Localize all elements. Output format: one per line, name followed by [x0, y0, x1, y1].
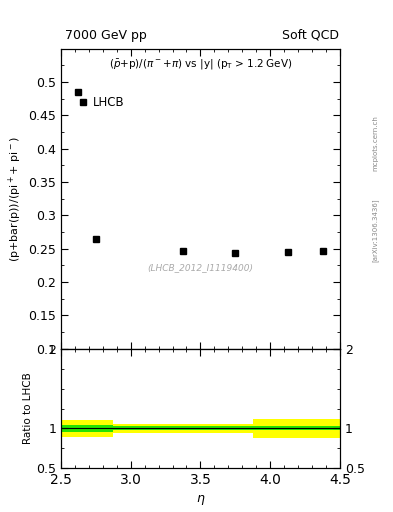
LHCB	[233, 249, 238, 255]
Text: mcplots.cern.ch: mcplots.cern.ch	[372, 115, 378, 172]
Y-axis label: (p+bar(p))/(pi$^+$+ pi$^-$): (p+bar(p))/(pi$^+$+ pi$^-$)	[7, 136, 24, 262]
X-axis label: $\eta$: $\eta$	[196, 493, 205, 507]
Text: ($\bar{p}$+p)/($\pi^-$+$\pi$) vs |y| (p$_\mathrm{T}$ > 1.2 GeV): ($\bar{p}$+p)/($\pi^-$+$\pi$) vs |y| (p$…	[108, 58, 292, 72]
Y-axis label: Ratio to LHCB: Ratio to LHCB	[23, 373, 33, 444]
LHCB	[76, 89, 81, 95]
Text: (LHCB_2012_I1119400): (LHCB_2012_I1119400)	[147, 263, 253, 272]
Text: [arXiv:1306.3436]: [arXiv:1306.3436]	[372, 199, 379, 262]
Line: LHCB: LHCB	[75, 89, 325, 255]
LHCB	[181, 247, 185, 253]
LHCB	[94, 236, 98, 242]
LHCB	[320, 247, 325, 253]
Text: 7000 GeV pp: 7000 GeV pp	[65, 29, 147, 42]
Text: Soft QCD: Soft QCD	[282, 29, 339, 42]
LHCB	[285, 249, 290, 255]
Legend: LHCB: LHCB	[72, 91, 130, 115]
